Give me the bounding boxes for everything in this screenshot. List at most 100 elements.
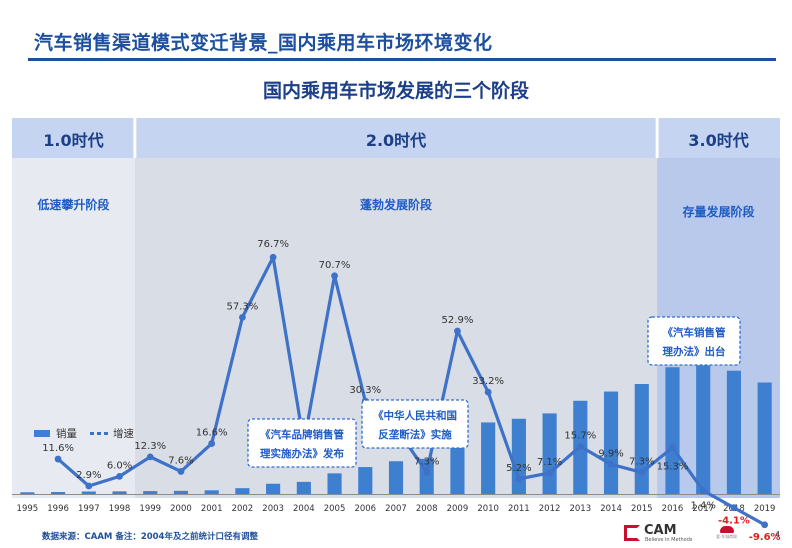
x-tick-2002: 2002 [232, 504, 254, 514]
x-tick-2005: 2005 [324, 504, 346, 514]
policy-callout-text-2-1: 《中华人民共和国 [373, 409, 457, 422]
sales-bar-2011 [511, 418, 526, 494]
era-header-2 [134, 118, 658, 158]
sales-bar-2014 [603, 391, 619, 494]
x-tick-2014: 2014 [600, 504, 622, 514]
era-label-1: 1.0时代 [43, 131, 103, 150]
growth-label-2010: 33.2% [472, 376, 504, 387]
x-tick-2017: 2017 [692, 504, 714, 514]
sales-bar-2006 [358, 467, 373, 494]
growth-label-2008: 7.3% [414, 456, 439, 467]
x-tick-2019: 2019 [754, 504, 776, 514]
x-tick-2004: 2004 [293, 504, 315, 514]
x-tick-1997: 1997 [78, 504, 100, 514]
policy-callout-text-2-2: 反垄断法》实施 [378, 428, 452, 441]
growth-label-2017: 1.4% [690, 501, 715, 512]
era-header-3 [657, 118, 780, 158]
growth-point-2003 [269, 253, 277, 261]
sales-bar-2001 [204, 490, 219, 494]
growth-label-1996: 11.6% [42, 443, 74, 454]
page-number: 4 [775, 530, 781, 539]
growth-label-1999: 12.3% [134, 441, 166, 452]
growth-point-2016 [669, 444, 676, 451]
growth-point-2000 [177, 468, 185, 475]
sales-bar-2000 [173, 490, 189, 494]
policy-callout-text-3-2: 理办法》出台 [663, 345, 726, 358]
x-tick-1996: 1996 [47, 504, 69, 514]
growth-label-2012: 7.1% [537, 457, 562, 468]
sales-bar-2018 [726, 370, 741, 494]
growth-point-2019 [761, 521, 769, 529]
growth-point-2011 [515, 475, 523, 483]
sales-bar-2007 [388, 461, 404, 494]
chart-subtitle: 国内乘用车市场发展的三个阶段 [262, 80, 529, 102]
era-stage-1: 低速攀升阶段 [36, 197, 110, 212]
growth-point-1999 [146, 453, 154, 461]
growth-label-2005: 70.7% [319, 260, 351, 271]
x-tick-2015: 2015 [631, 504, 653, 514]
growth-label-2003: 76.7% [257, 239, 289, 250]
growth-point-2009 [454, 327, 461, 335]
sales-bar-2005 [327, 473, 342, 494]
era-stage-2: 蓬勃发展阶段 [360, 197, 433, 212]
sales-bar-2017 [696, 365, 711, 494]
growth-point-2012 [546, 469, 553, 477]
policy-callout-text-3-1: 《汽车销售管 [663, 326, 726, 339]
growth-label-2014: 9.9% [598, 448, 623, 459]
policy-callout-text-1-1: 《汽车品牌销售管 [260, 428, 344, 441]
growth-point-2014 [607, 460, 615, 468]
sales-bar-2003 [266, 483, 281, 494]
era-header-1 [12, 118, 135, 158]
car-icon [720, 526, 734, 533]
growth-label-2001: 16.6% [196, 428, 228, 439]
policy-callout-text-1-2: 理实施办法》发布 [260, 447, 344, 460]
growth-point-2005 [331, 272, 338, 280]
sales-bar-1996 [51, 492, 66, 494]
sales-bar-1999 [143, 491, 158, 494]
title-divider [28, 58, 776, 61]
x-tick-2013: 2013 [569, 504, 591, 514]
era-label-3: 3.0时代 [688, 131, 748, 150]
x-tick-2008: 2008 [416, 504, 438, 514]
growth-point-1998 [116, 473, 123, 480]
policy-callout-box-3 [647, 316, 741, 366]
sales-bar-2010 [481, 422, 496, 494]
sales-bar-2012 [542, 413, 557, 494]
chart-legend: 销量 增速 [34, 427, 134, 440]
growth-point-2018 [730, 504, 738, 512]
sales-bar-1998 [112, 491, 127, 494]
cam-logo-tagline: Believe in Methods [645, 537, 693, 543]
growth-label-2009: 52.9% [442, 315, 474, 326]
growth-label-2011: 5.2% [506, 463, 531, 474]
growth-point-2008 [423, 468, 431, 476]
x-tick-2007: 2007 [385, 504, 407, 514]
sales-bar-2016 [665, 367, 680, 494]
policy-callout-box-2 [361, 399, 469, 449]
legend-label-growth: 增速 [113, 427, 134, 440]
x-tick-2003: 2003 [262, 504, 284, 514]
sales-bar-2002 [235, 488, 250, 494]
cam-logo-name: CAM [644, 523, 677, 538]
growth-label-2018: -4.1% [718, 516, 750, 527]
sales-bar-1997 [81, 491, 96, 494]
growth-point-2010 [484, 388, 492, 396]
x-tick-2012: 2012 [539, 504, 561, 514]
x-tick-2006: 2006 [354, 504, 376, 514]
growth-point-2017 [699, 487, 707, 495]
growth-point-2013 [576, 442, 584, 450]
partner-badge: 爱·车城商联 [716, 526, 758, 540]
cam-logo-mark-icon [624, 525, 640, 541]
x-tick-2009: 2009 [447, 504, 469, 514]
x-tick-2001: 2001 [201, 504, 223, 514]
growth-label-2013: 15.7% [564, 430, 596, 441]
growth-point-2002 [239, 313, 246, 321]
growth-label-1998: 6.0% [107, 460, 132, 471]
x-tick-2016: 2016 [662, 504, 684, 514]
growth-label-2019: -9.6% [749, 532, 781, 543]
growth-label-2002: 57.3% [227, 301, 259, 312]
x-tick-1998: 1998 [109, 504, 131, 514]
